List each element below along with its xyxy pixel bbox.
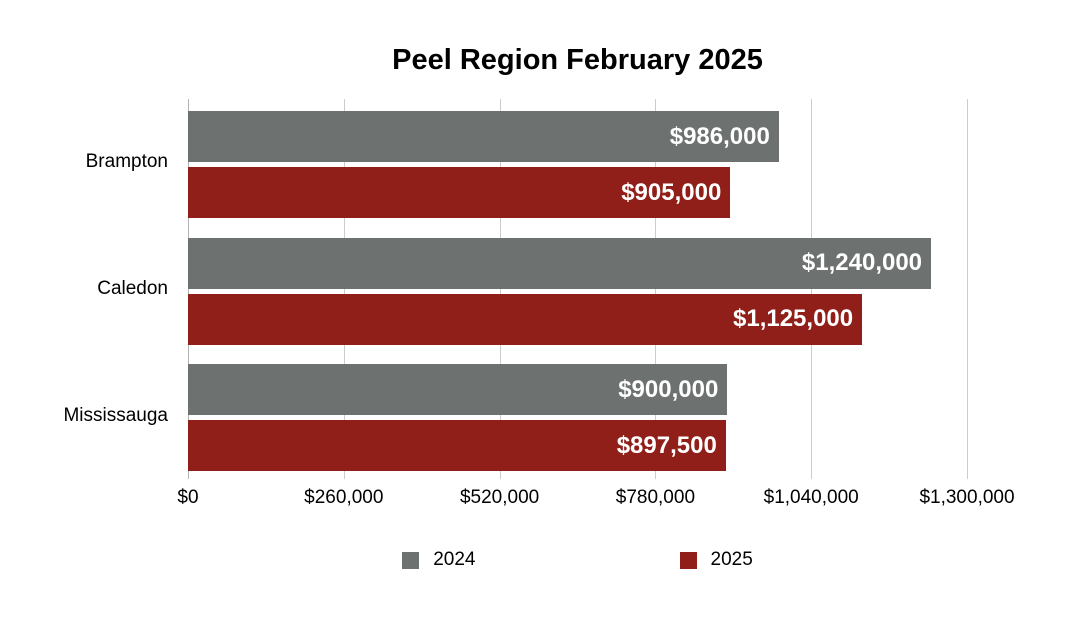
x-tick-label: $780,000 <box>615 487 696 508</box>
x-tick-label: $0 <box>177 487 199 508</box>
legend-item-2024: 2024 <box>402 549 476 571</box>
legend: 2024 2025 <box>188 549 967 571</box>
category-band-caledon: $1,240,000 $1,125,000 <box>188 226 967 353</box>
x-tick-label: $1,300,000 <box>919 487 1015 508</box>
bar-value-label: $905,000 <box>621 178 722 206</box>
bar-caledon-2025: $1,125,000 <box>188 293 863 345</box>
legend-label-2025: 2025 <box>710 549 753 570</box>
x-tick-label: $260,000 <box>304 487 384 508</box>
bar-mississauga-2024: $900,000 <box>188 364 728 416</box>
gridline <box>499 99 501 479</box>
gridline <box>811 99 813 479</box>
gridline <box>967 99 968 479</box>
category-band-mississauga: $900,000 $897,500 <box>188 352 967 479</box>
bar-value-label: $897,500 <box>616 431 717 459</box>
legend-swatch-2024 <box>402 551 420 569</box>
chart-title: Peel Region February 2025 <box>392 44 763 76</box>
axis-baseline <box>188 99 189 479</box>
category-label-caledon: Caledon <box>97 278 168 299</box>
category-band-brampton: $986,000 $905,000 <box>188 99 967 226</box>
plot-area: $986,000 $905,000 $1,240,000 $1,125,000 $900… <box>188 99 968 479</box>
category-label-brampton: Brampton <box>85 151 168 173</box>
legend-item-2025: 2025 <box>679 549 753 571</box>
legend-label-2024: 2024 <box>433 549 476 570</box>
x-tick-label: $520,000 <box>459 487 540 508</box>
category-label-mississauga: Mississauga <box>63 404 168 426</box>
legend-swatch-2025 <box>679 551 697 569</box>
bar-value-label: $1,240,000 <box>801 249 923 277</box>
bar-brampton-2024: $986,000 <box>188 111 779 162</box>
x-tick-label: $1,040,000 <box>763 487 859 508</box>
bar-caledon-2024: $1,240,000 <box>188 237 932 289</box>
x-axis-labels: $0 $260,000 $520,000 $780,000 $1,040,000 $1,3… <box>177 487 1014 511</box>
bar-brampton-2025: $905,000 <box>188 167 731 218</box>
gridline <box>343 99 345 479</box>
gridline <box>655 99 657 479</box>
bar-mississauga-2025: $897,500 <box>188 420 726 472</box>
y-axis-labels: Brampton Caledon Mississauga <box>0 99 168 479</box>
bar-value-label: $1,125,000 <box>733 305 854 333</box>
bar-value-label: $986,000 <box>669 122 770 150</box>
bar-value-label: $900,000 <box>618 375 719 403</box>
